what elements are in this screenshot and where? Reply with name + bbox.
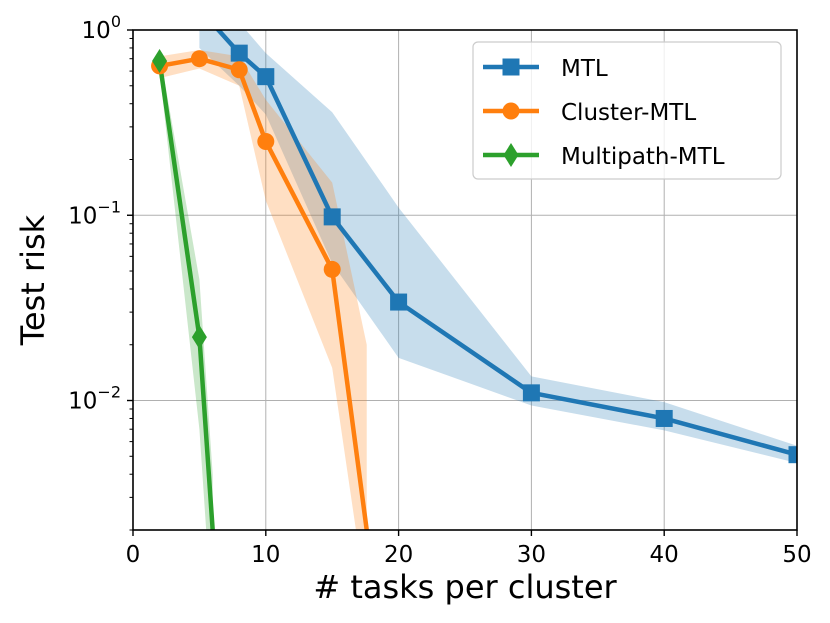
legend-marker-multipath-mtl [503,143,519,167]
cluster-mtl-point [230,61,248,79]
y-tick-label: 100 [82,12,121,44]
x-tick-label: 40 [650,542,679,568]
x-tick-label: 50 [782,542,811,568]
mtl-band [199,30,797,463]
cluster-mtl-point [190,50,208,68]
legend-label-mtl: MTL [561,56,608,82]
x-tick-label: 0 [126,542,141,568]
legend-marker-cluster-mtl [502,102,520,120]
multipath-mtl-point [152,49,168,74]
mtl-point [522,384,540,402]
x-tick-label: 30 [517,542,546,568]
y-tick-label: 10−1 [68,197,121,229]
mtl-point [655,409,673,427]
plot-frame [132,29,798,531]
cluster-mtl-point [323,260,341,278]
axis-ticks: 0 10 20 30 40 50 100 10−1 10−2 [68,12,812,568]
x-tick-label: 10 [251,542,280,568]
x-axis-label: # tasks per cluster [313,568,617,606]
legend-marker-mtl [502,58,520,76]
cluster-mtl-point [257,133,275,151]
y-axis-label: Test risk [14,214,52,346]
legend-box [472,41,782,180]
mtl-point [230,44,248,62]
legend-label-multipath-mtl: Multipath-MTL [561,144,725,170]
legend: MTL Cluster-MTL Multipath-MTL [472,41,782,180]
mtl-point [257,68,275,86]
multipath-mtl-band [159,52,213,530]
mtl-point [788,446,797,464]
mtl-point [390,293,408,311]
cluster-mtl-band [159,49,367,530]
y-tick-label: 10−2 [68,383,121,415]
mtl-point [191,0,208,17]
series-markers [151,0,797,464]
legend-label-cluster-mtl: Cluster-MTL [561,100,696,126]
x-tick-label: 20 [384,542,413,568]
multipath-mtl-point [191,325,207,350]
confidence-bands [159,30,797,530]
mtl-point [323,208,341,226]
